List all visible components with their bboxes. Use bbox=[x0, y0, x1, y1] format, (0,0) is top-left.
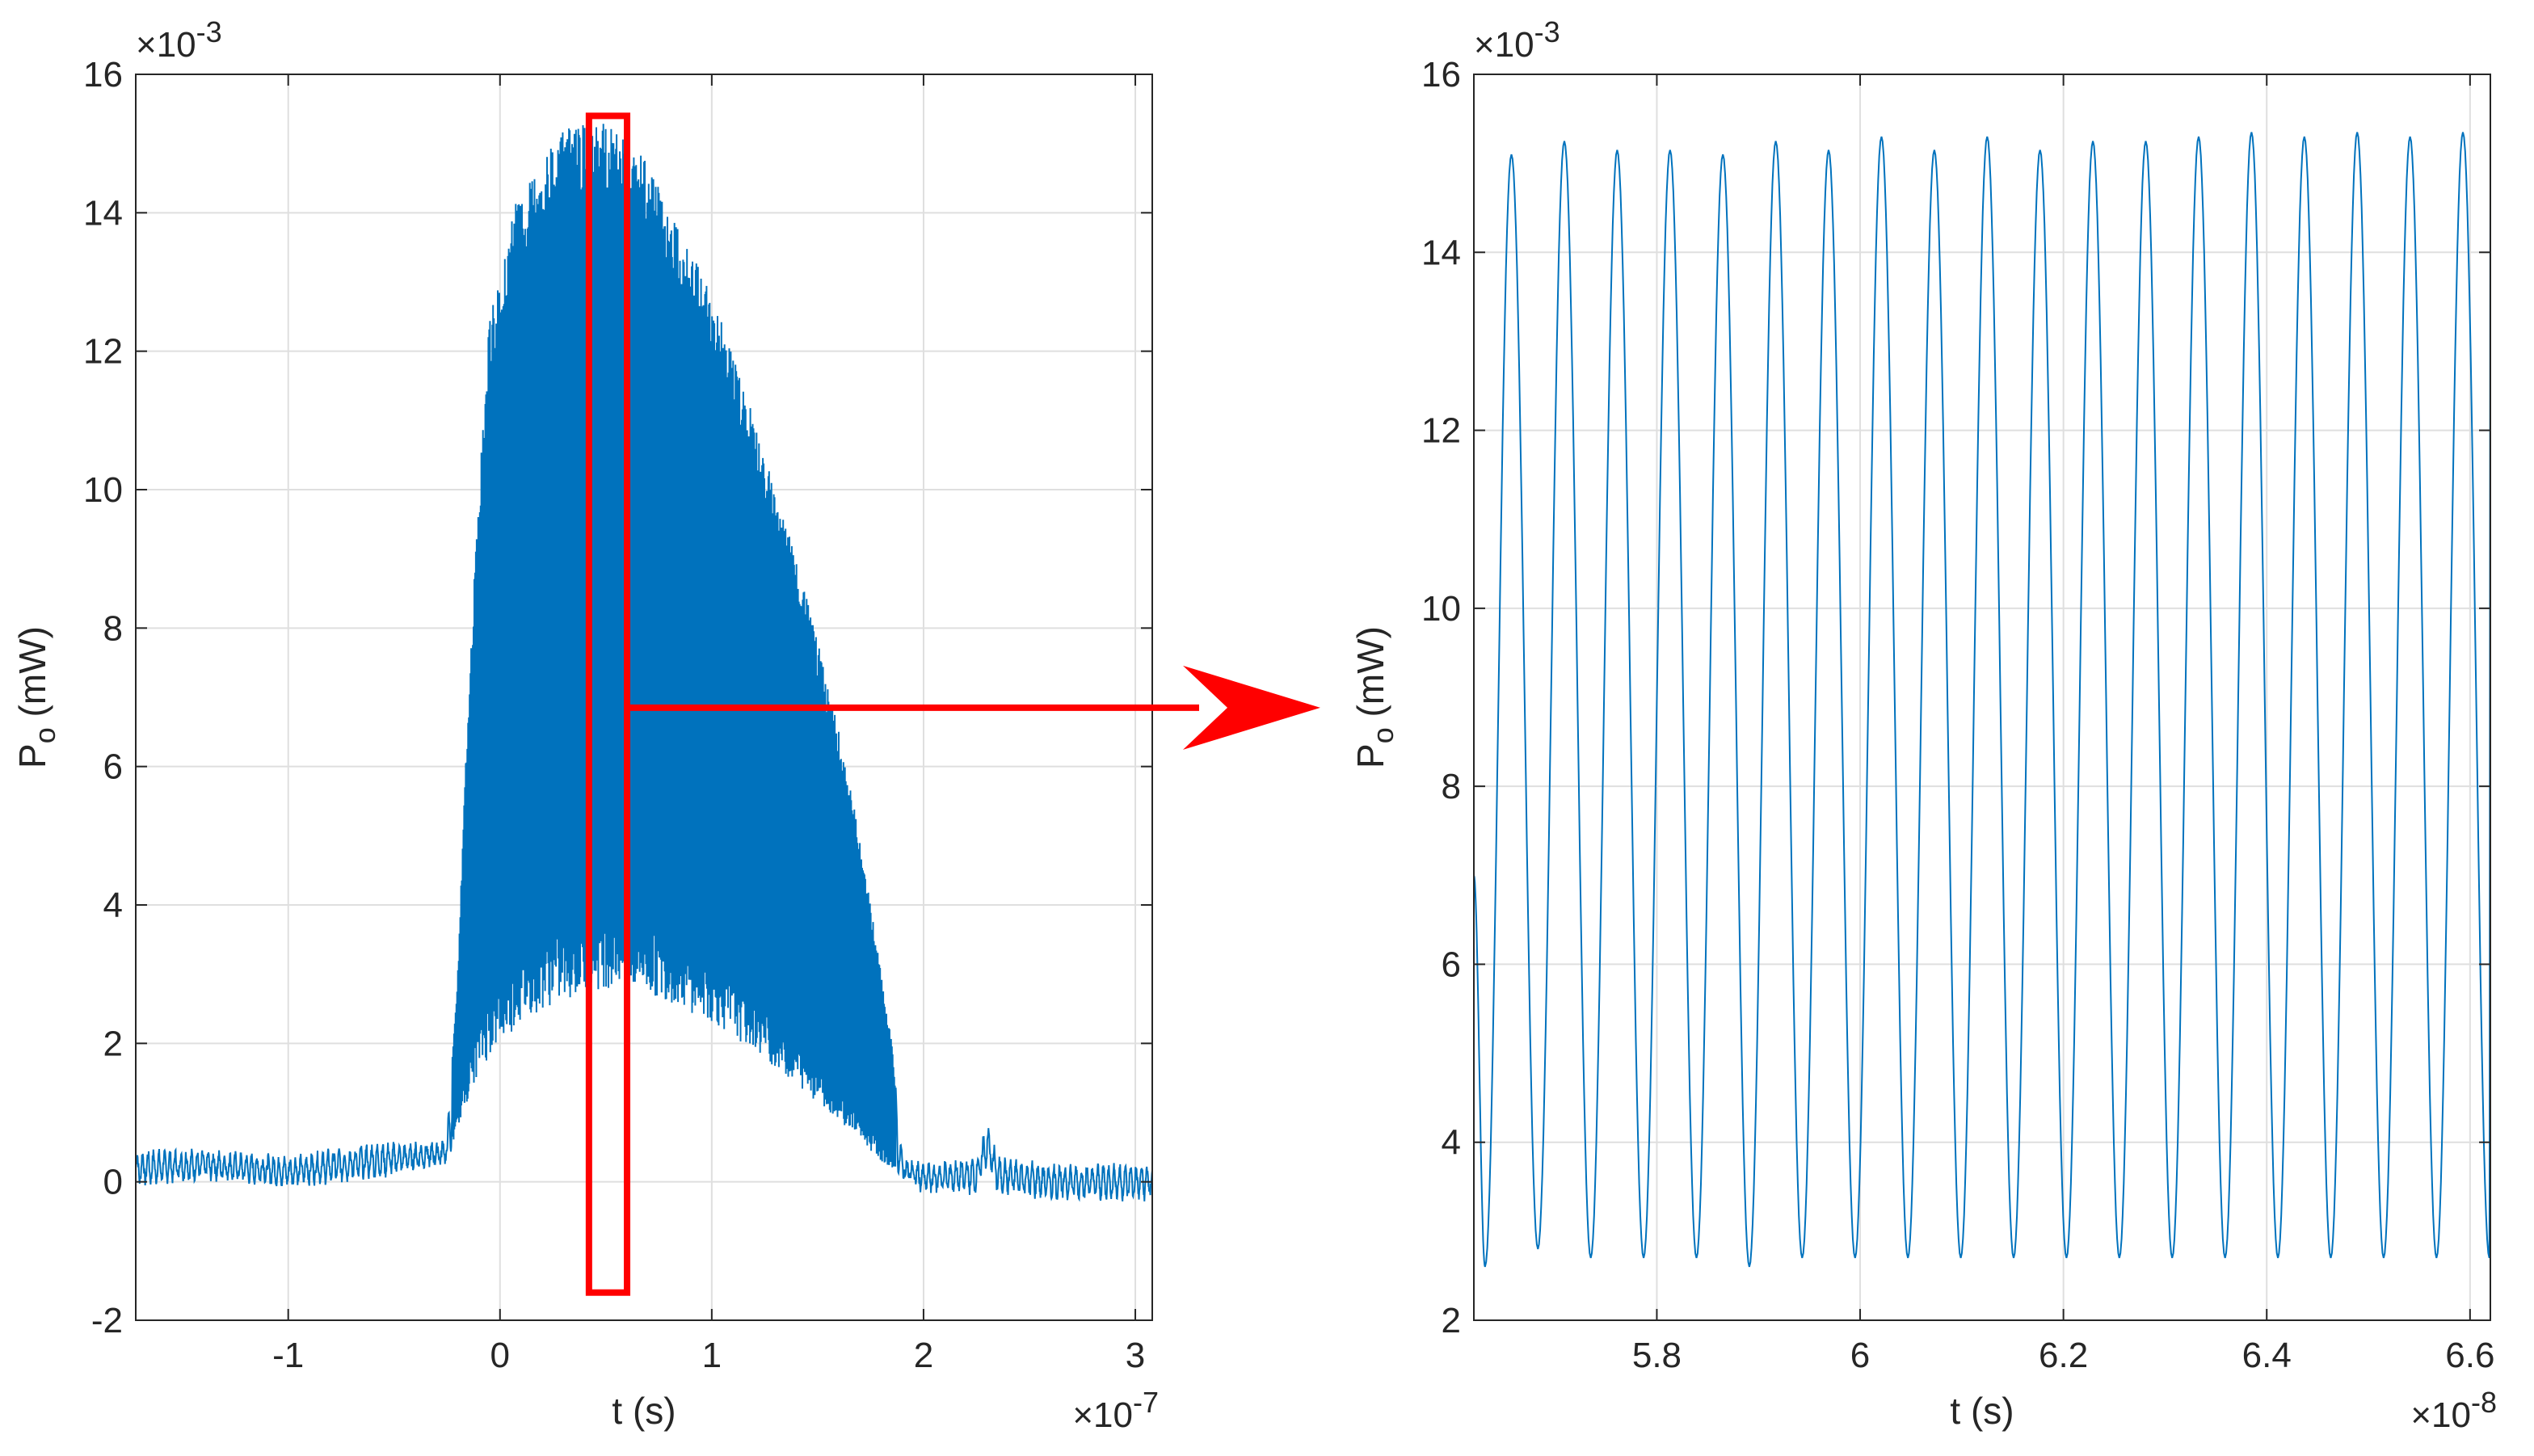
left-y-tick-label: 14 bbox=[83, 193, 123, 233]
left-y-exponent: ×10-3 bbox=[136, 15, 222, 65]
right-y-axis-label-unit: (mW) bbox=[1349, 626, 1391, 727]
left-y-tick-label: 16 bbox=[83, 55, 123, 95]
left-y-axis-label-unit: (mW) bbox=[11, 626, 53, 727]
right-y-axis-label-main: P bbox=[1349, 743, 1391, 768]
left-y-tick-label: -2 bbox=[91, 1301, 123, 1340]
right-ticks bbox=[1474, 74, 2490, 1321]
right-y-exponent-power: -3 bbox=[1534, 15, 1560, 48]
right-x-tick-label: 6.6 bbox=[2445, 1336, 2494, 1375]
left-y-tick-label: 6 bbox=[103, 747, 123, 787]
left-x-tick-label: -1 bbox=[272, 1336, 304, 1375]
right-tick-labels: 5.8 6 6.2 6.4 6.6 2 4 6 8 10 12 14 16 bbox=[1421, 55, 2494, 1375]
right-plot-frame bbox=[1473, 74, 2491, 1321]
right-y-tick-label: 16 bbox=[1421, 55, 1461, 95]
left-y-tick-label: 0 bbox=[103, 1163, 123, 1202]
right-y-tick-label: 6 bbox=[1442, 945, 1461, 984]
left-y-tick-label: 10 bbox=[83, 470, 123, 510]
right-series-oscillation bbox=[1473, 132, 2491, 1268]
right-x-exponent-base: ×10 bbox=[2410, 1395, 2471, 1435]
left-y-exponent-base: ×10 bbox=[136, 25, 196, 65]
right-grid bbox=[1474, 74, 2490, 1321]
left-x-tick-label: 0 bbox=[490, 1336, 510, 1375]
right-x-tick-label: 6.2 bbox=[2039, 1336, 2088, 1375]
left-x-exponent-power: -7 bbox=[1133, 1386, 1159, 1419]
left-x-tick-label: 1 bbox=[702, 1336, 722, 1375]
left-plot-frame bbox=[135, 74, 1153, 1321]
left-y-tick-label: 8 bbox=[103, 608, 123, 648]
left-x-tick-label: 3 bbox=[1126, 1336, 1145, 1375]
right-x-tick-label: 6 bbox=[1850, 1336, 1870, 1375]
left-x-exponent: ×10-7 bbox=[1072, 1386, 1159, 1435]
left-series-line bbox=[135, 123, 1153, 1202]
right-y-tick-label: 12 bbox=[1421, 411, 1461, 451]
left-y-tick-label: 2 bbox=[103, 1024, 123, 1063]
right-series-line bbox=[1473, 132, 2491, 1268]
left-y-axis-label-sub: o bbox=[28, 727, 61, 743]
left-x-exponent-base: ×10 bbox=[1072, 1395, 1133, 1435]
left-x-axis-label: t (s) bbox=[612, 1390, 676, 1432]
right-x-tick-label: 5.8 bbox=[1632, 1336, 1682, 1375]
left-y-tick-label: 4 bbox=[103, 886, 123, 925]
right-y-tick-label: 10 bbox=[1421, 589, 1461, 629]
left-series-pulse bbox=[135, 123, 1153, 1202]
right-y-exponent-base: ×10 bbox=[1474, 25, 1534, 65]
left-x-tick-label: 2 bbox=[914, 1336, 933, 1375]
right-x-exponent-power: -8 bbox=[2471, 1386, 2497, 1419]
left-y-axis-label-main: P bbox=[11, 743, 53, 768]
left-y-exponent-power: -3 bbox=[196, 15, 222, 48]
left-ticks bbox=[136, 74, 1152, 1321]
right-x-tick-label: 6.4 bbox=[2242, 1336, 2292, 1375]
right-y-exponent: ×10-3 bbox=[1474, 15, 1560, 65]
right-x-axis-label: t (s) bbox=[1950, 1390, 2014, 1432]
right-y-tick-label: 8 bbox=[1442, 767, 1461, 806]
left-y-axis-label: Po (mW) bbox=[11, 626, 61, 768]
zoom-highlight-box bbox=[585, 112, 631, 1296]
right-y-axis-label-sub: o bbox=[1366, 727, 1400, 743]
right-y-tick-label: 14 bbox=[1421, 233, 1461, 272]
right-y-tick-label: 4 bbox=[1442, 1123, 1461, 1163]
right-y-tick-label: 2 bbox=[1442, 1301, 1461, 1340]
zoom-arrow-head bbox=[1183, 665, 1320, 750]
right-y-axis-label: Po (mW) bbox=[1349, 626, 1400, 768]
right-x-exponent: ×10-8 bbox=[2410, 1386, 2497, 1435]
left-y-tick-label: 12 bbox=[83, 332, 123, 372]
zoom-arrow bbox=[627, 665, 1320, 750]
